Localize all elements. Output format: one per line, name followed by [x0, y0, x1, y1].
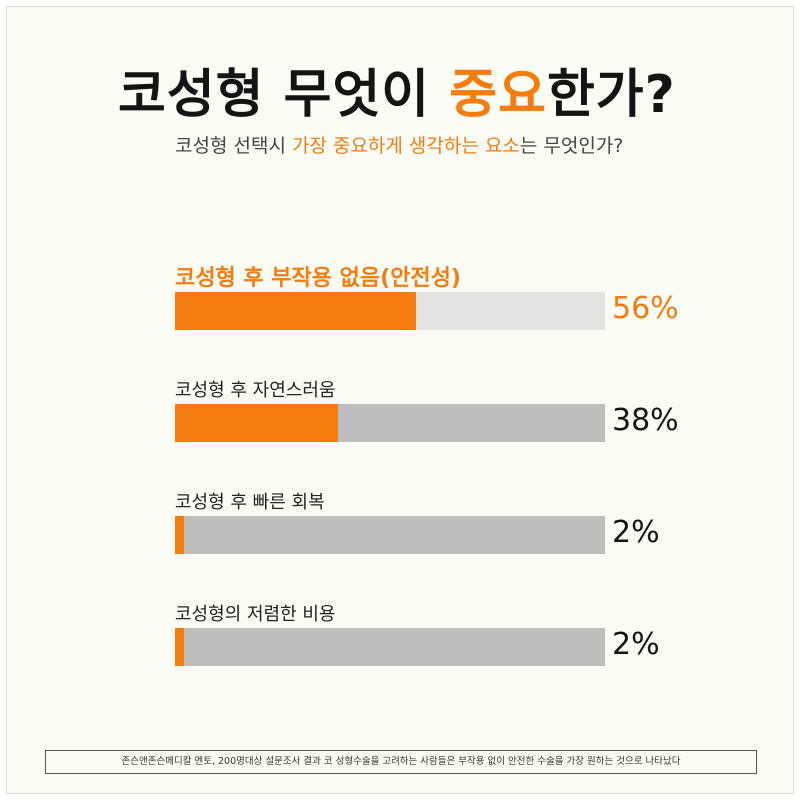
bar [175, 628, 184, 666]
footnote: 존슨앤존슨메디칼 멘토, 200명대상 설문조사 결과 코 성형수술을 고려하는… [45, 750, 757, 774]
bar-label: 코성형의 저렴한 비용 [175, 604, 336, 625]
bar-track [175, 516, 605, 554]
data-label: 38% [612, 403, 679, 438]
bar [175, 292, 416, 330]
title-text: 코성형 무엇이 [118, 65, 450, 125]
bar-track [175, 628, 605, 666]
page-title: 코성형 무엇이 중요한가? [118, 52, 676, 127]
data-label: 56% [612, 291, 679, 326]
bar-track [175, 292, 605, 330]
subtitle-text: 코성형 선택시 [175, 135, 292, 157]
bar [175, 516, 184, 554]
data-label: 2% [612, 627, 660, 662]
data-label: 2% [612, 515, 660, 550]
bar-label: 코성형 후 부작용 없음(안전성) [175, 266, 461, 291]
subtitle-text-end: 는 무엇인가? [519, 135, 624, 157]
bar-label: 코성형 후 빠른 회복 [175, 492, 325, 513]
title-text-end: 한가? [546, 65, 676, 125]
subtitle-highlight: 가장 중요하게 생각하는 요소 [291, 135, 520, 157]
bar-track [175, 404, 605, 442]
bar-label: 코성형 후 자연스러움 [175, 380, 336, 401]
bar [175, 404, 339, 442]
page-subtitle: 코성형 선택시 가장 중요하게 생각하는 요소는 무엇인가? [175, 131, 623, 158]
title-highlight: 중요 [449, 65, 547, 125]
